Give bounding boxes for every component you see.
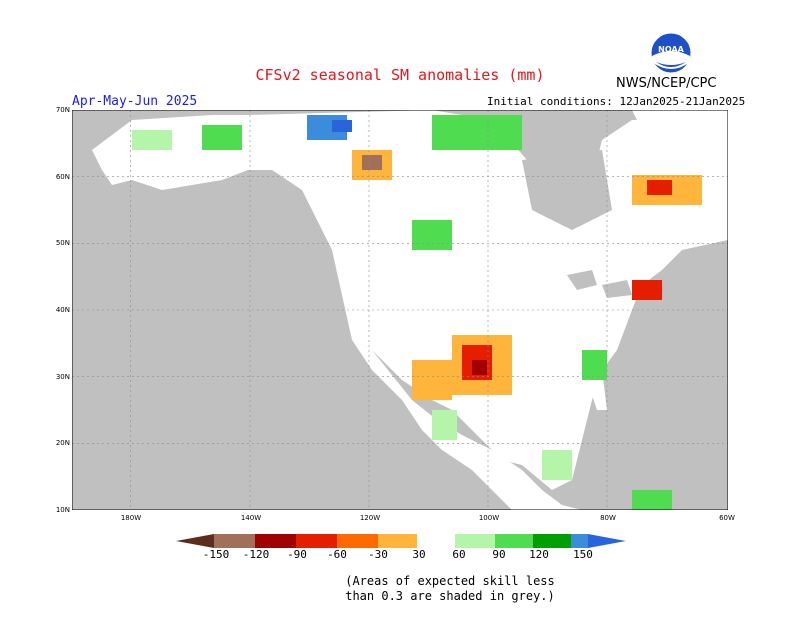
colorbar-swatch xyxy=(378,534,417,548)
lat-label: 60N xyxy=(55,173,70,181)
colorbar-swatch xyxy=(495,534,533,548)
colorbar-label: -60 xyxy=(327,548,347,561)
colorbar-label: 120 xyxy=(529,548,549,561)
lat-label: 20N xyxy=(55,439,70,447)
lon-label: 100W xyxy=(478,514,500,522)
colorbar-swatch xyxy=(571,534,588,548)
lon-label: 180W xyxy=(120,514,142,522)
colorbar-swatch xyxy=(588,534,626,548)
colorbar-swatch xyxy=(417,534,455,548)
noaa-logo: NOAA xyxy=(650,32,692,74)
lat-label: 70N xyxy=(55,106,70,114)
colorbar-swatch xyxy=(455,534,495,548)
anomaly-cells xyxy=(132,115,702,510)
colorbar-swatch xyxy=(214,534,255,548)
colorbar-label: 30 xyxy=(412,548,426,561)
skill-note-line-1: (Areas of expected skill less xyxy=(345,574,555,588)
colorbar-label: 90 xyxy=(492,548,506,561)
colorbar-label: -150 xyxy=(202,548,230,561)
lat-label: 30N xyxy=(55,373,70,381)
grid-lines xyxy=(72,110,728,510)
colorbar-swatch xyxy=(533,534,571,548)
map-title: CFSv2 seasonal SM anomalies (mm) xyxy=(255,66,545,84)
colorbar-label: -30 xyxy=(368,548,388,561)
colorbar-swatch xyxy=(337,534,378,548)
colorbar-label: 60 xyxy=(452,548,466,561)
colorbar-swatch xyxy=(176,534,214,548)
forecast-period: Apr-May-Jun 2025 xyxy=(72,94,198,109)
lat-label: 50N xyxy=(55,239,70,247)
anomaly-map xyxy=(72,110,728,510)
colorbar-label: -120 xyxy=(242,548,270,561)
svg-text:NOAA: NOAA xyxy=(658,45,684,54)
colorbar-label: 150 xyxy=(573,548,593,561)
colorbar-swatch xyxy=(296,534,337,548)
initial-conditions: Initial conditions: 12Jan2025-21Jan2025 xyxy=(487,95,746,108)
skill-note-line-2: than 0.3 are shaded in grey.) xyxy=(345,589,555,603)
lat-label: 40N xyxy=(55,306,70,314)
lon-label: 120W xyxy=(359,514,381,522)
colorbar xyxy=(176,534,626,548)
org-label: NWS/NCEP/CPC xyxy=(616,76,717,91)
lon-label: 140W xyxy=(240,514,262,522)
lat-label: 10N xyxy=(55,506,70,514)
colorbar-label: -90 xyxy=(287,548,307,561)
lon-label: 60W xyxy=(719,514,735,522)
lon-label: 80W xyxy=(600,514,616,522)
colorbar-swatch xyxy=(255,534,296,548)
